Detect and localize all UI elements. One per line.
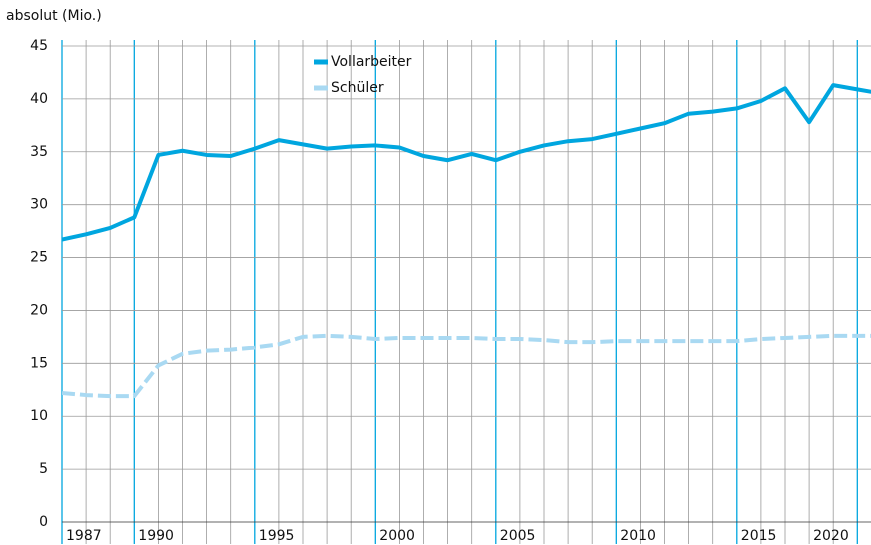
x-tick-label: 2020	[813, 528, 849, 544]
y-tick-label: 30	[30, 197, 48, 213]
y-tick-label: 45	[30, 38, 48, 54]
y-tick-label: 25	[30, 250, 48, 266]
y-tick-label: 20	[30, 302, 48, 318]
x-tick-label: 1990	[138, 528, 174, 544]
x-tick-label: 2000	[379, 528, 415, 544]
series-line	[62, 83, 871, 242]
y-tick-label: 35	[30, 144, 48, 160]
y-tick-label: 0	[39, 514, 48, 530]
x-tick-label: 1995	[259, 528, 295, 544]
x-tick-label: 2015	[741, 528, 777, 544]
grid	[61, 40, 871, 544]
legend-label: Vollarbeiter	[331, 54, 412, 70]
y-axis-label: absolut (Mio.)	[6, 8, 102, 24]
x-tick-label: 2005	[500, 528, 536, 544]
series-line	[62, 333, 871, 399]
y-tick-label: 15	[30, 355, 48, 371]
x-tick-label: 2010	[620, 528, 656, 544]
legend-label: Schüler	[331, 80, 384, 96]
x-tick-label: 1987	[66, 528, 102, 544]
y-tick-label: 5	[39, 461, 48, 477]
lines	[62, 83, 871, 399]
y-tick-label: 40	[30, 91, 48, 107]
labels: 0 5 10 15 20 25 30 35 40 45 1987 1990 1995 2000 2005 20…	[30, 38, 849, 544]
y-tick-label: 10	[30, 408, 48, 424]
